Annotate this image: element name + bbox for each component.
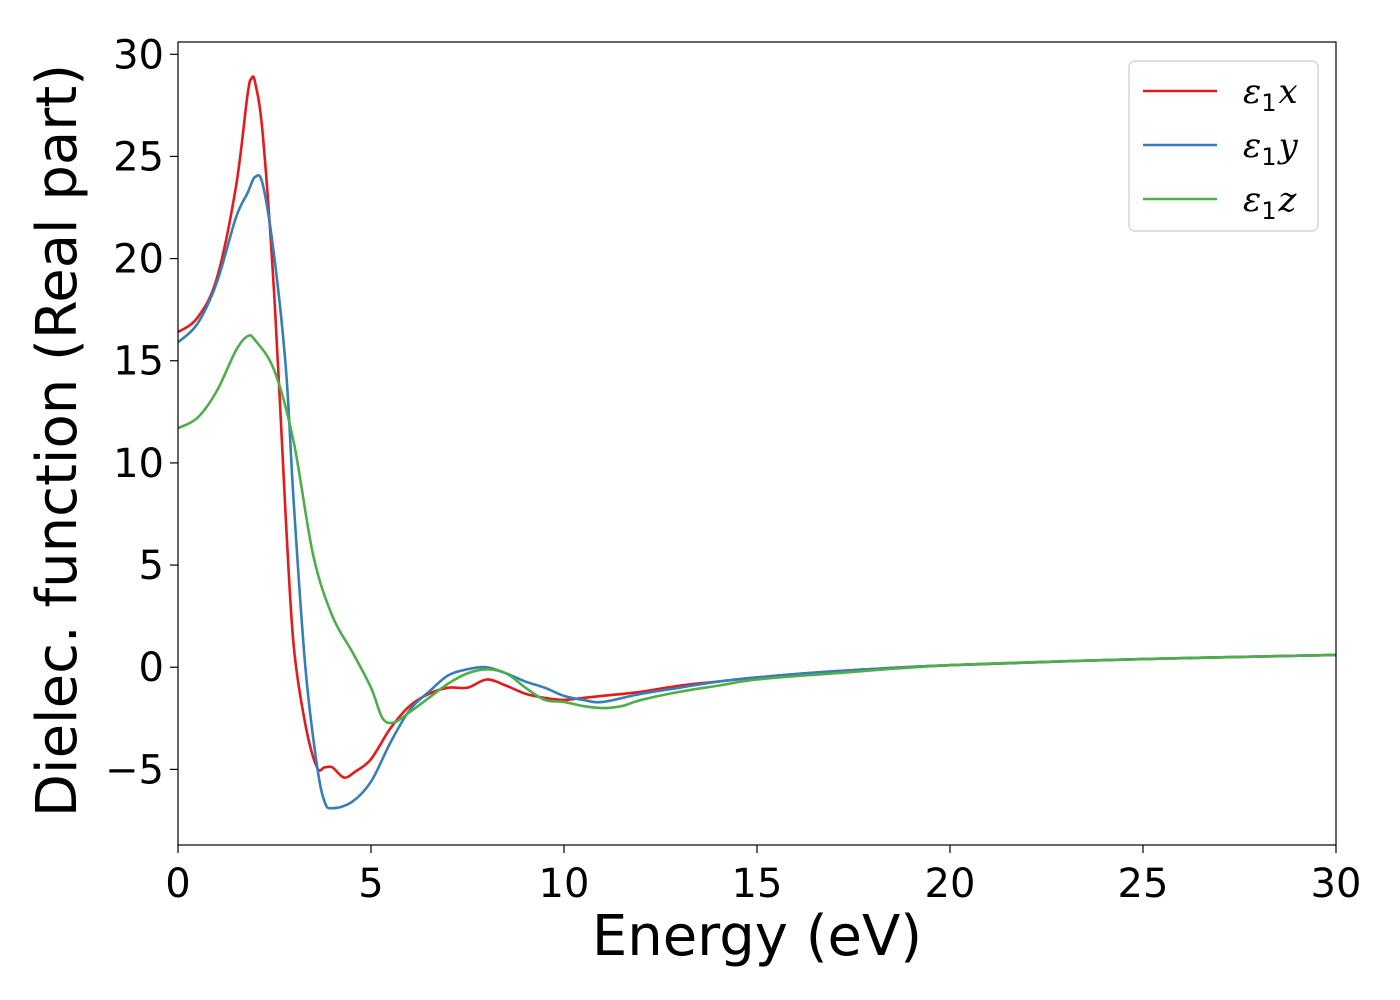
x-tick-label: 5 bbox=[358, 861, 383, 907]
legend-label: ε1z bbox=[1243, 180, 1298, 225]
legend-label-suffix: y bbox=[1277, 126, 1299, 166]
x-tick-label: 0 bbox=[165, 861, 190, 907]
y-tick-label: 5 bbox=[139, 543, 164, 589]
y-tick-label: 25 bbox=[113, 134, 164, 180]
legend-label-base: ε bbox=[1243, 72, 1261, 112]
y-tick-label: −5 bbox=[105, 747, 164, 793]
legend-label-subscript: 1 bbox=[1261, 143, 1276, 171]
legend-label-base: ε bbox=[1243, 180, 1261, 220]
x-tick-label: 25 bbox=[1118, 861, 1169, 907]
series-line-z bbox=[178, 333, 1336, 725]
legend-label-subscript: 1 bbox=[1261, 89, 1276, 117]
x-tick-label: 20 bbox=[925, 861, 976, 907]
legend-label-base: ε bbox=[1243, 126, 1261, 166]
y-tick-label: 10 bbox=[113, 441, 164, 487]
legend-label-suffix: z bbox=[1278, 180, 1298, 220]
legend-label-suffix: x bbox=[1279, 72, 1298, 112]
legend-box bbox=[1128, 60, 1319, 232]
y-tick-label: 0 bbox=[139, 645, 164, 691]
y-tick-label: 15 bbox=[113, 339, 164, 385]
y-tick-label: 30 bbox=[113, 32, 164, 78]
legend-label: ε1y bbox=[1243, 126, 1299, 171]
x-tick-label: 15 bbox=[732, 861, 783, 907]
x-tick-label: 30 bbox=[1311, 861, 1362, 907]
y-axis-label: Dielec. function (Real part) bbox=[25, 64, 90, 817]
x-tick-label: 10 bbox=[539, 861, 590, 907]
x-axis-ticks: 0 5 10 15 20 25 30 bbox=[165, 845, 1361, 907]
legend-label: ε1x bbox=[1243, 72, 1298, 117]
series-line-y bbox=[178, 173, 1336, 810]
legend-label-subscript: 1 bbox=[1261, 197, 1276, 225]
x-axis-label: Energy (eV) bbox=[592, 904, 922, 969]
y-axis-ticks: −5 0 5 10 15 20 25 30 bbox=[105, 32, 178, 793]
y-tick-label: 20 bbox=[113, 237, 164, 283]
series-layer bbox=[178, 75, 1336, 810]
